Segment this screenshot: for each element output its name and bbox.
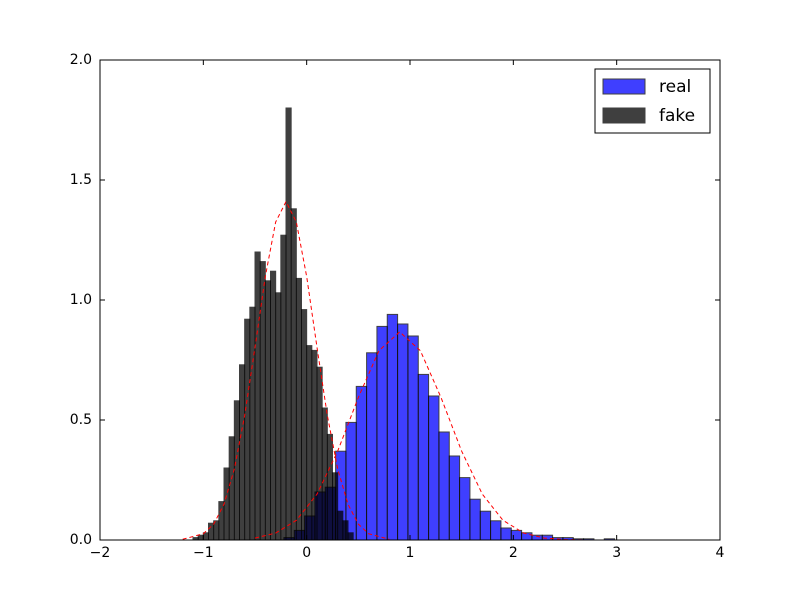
histogram-bar (469, 498, 481, 541)
histogram-bar (218, 501, 225, 541)
y-tick-label: 2.0 (70, 52, 92, 68)
histogram-bar (459, 477, 471, 541)
histogram-bar (244, 318, 251, 541)
histogram-bar (264, 280, 272, 541)
legend-label: real (659, 77, 691, 97)
histogram-bar (337, 510, 344, 541)
x-tick-label: 1 (406, 545, 415, 561)
histogram-bar (197, 534, 204, 541)
histogram-bar (407, 335, 419, 541)
histogram-bar (342, 520, 349, 541)
y-tick-label: 0.0 (70, 532, 92, 548)
histogram-bar (208, 522, 215, 541)
histogram-bar (438, 431, 450, 541)
histogram-bar (280, 234, 287, 541)
histogram-bar (285, 107, 292, 541)
x-tick-label: −2 (90, 545, 111, 561)
histogram-bar (347, 532, 354, 541)
y-tick-label: 1.5 (70, 172, 92, 188)
histogram-bar (239, 364, 246, 541)
histogram-bar (376, 325, 388, 541)
x-tick-label: 3 (612, 545, 621, 561)
histogram-bar (202, 532, 209, 541)
fit-curve (182, 200, 390, 540)
legend-swatch (602, 107, 646, 124)
x-tick-label: 2 (509, 545, 518, 561)
histogram-bar (254, 251, 261, 541)
histogram-bar (290, 208, 297, 541)
fit-curve (254, 331, 586, 541)
histogram-bar (270, 270, 277, 541)
histogram-bar (301, 309, 308, 541)
histogram-bar (428, 395, 440, 541)
histogram-bar (397, 323, 409, 541)
histogram-bar (249, 306, 256, 541)
x-tick-label: 4 (716, 545, 725, 561)
histogram-bar (332, 472, 339, 541)
histogram-bar (306, 345, 313, 541)
histogram-bar (510, 529, 523, 541)
histogram-bar (233, 400, 240, 541)
histogram-bar (316, 366, 323, 541)
y-tick-label: 0.5 (70, 412, 92, 428)
histogram-bar (479, 510, 492, 541)
histogram-bar (448, 455, 461, 541)
histogram-bar (521, 532, 533, 541)
histogram-bar (355, 385, 368, 541)
histogram-bar (223, 467, 230, 541)
histogram-bar (366, 352, 378, 541)
histogram-bar (228, 436, 235, 541)
histogram-bar (417, 373, 430, 541)
legend: real fake (594, 68, 711, 134)
histogram-bar (490, 520, 502, 541)
histogram-bar (295, 277, 303, 541)
x-tick-label: −1 (193, 545, 214, 561)
histogram-bar (275, 292, 282, 541)
histogram-bar (500, 527, 512, 541)
histogram-bar (386, 313, 399, 541)
legend-swatch (602, 78, 646, 95)
y-tick-label: 1.0 (70, 292, 92, 308)
x-tick-label: 0 (302, 545, 311, 561)
histogram-bar (326, 433, 334, 541)
legend-label: fake (659, 106, 695, 126)
histogram-bar (311, 349, 318, 541)
